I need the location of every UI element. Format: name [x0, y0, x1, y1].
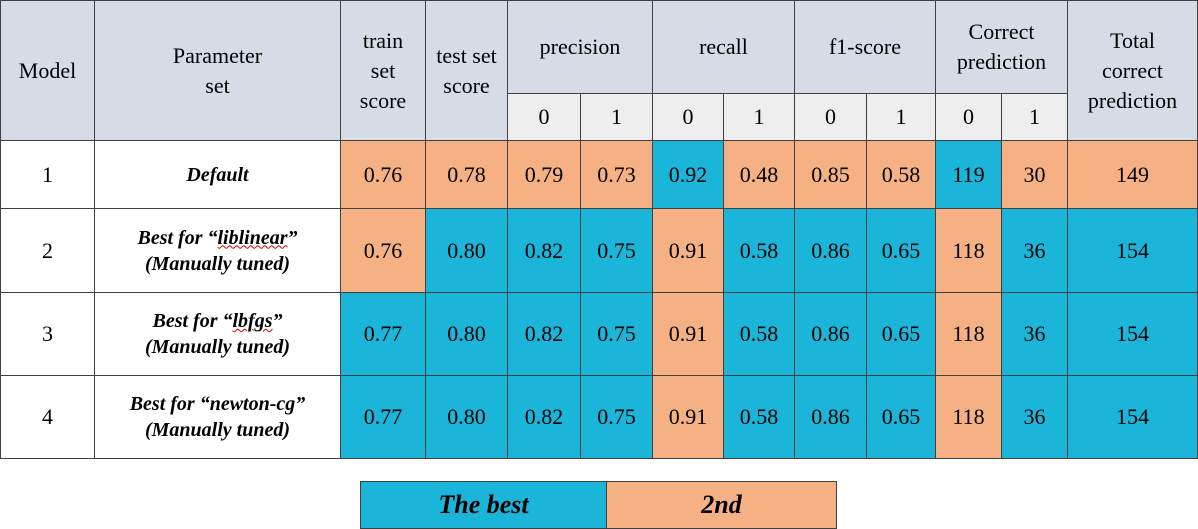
metric-cell: 0.77: [340, 375, 426, 459]
metric-cell: 118: [935, 375, 1002, 459]
parameter-set-line1: Best for “newton-cg”: [95, 391, 340, 417]
model-number: 4: [0, 375, 95, 459]
metric-cell: 149: [1067, 140, 1198, 209]
color-legend: The best 2nd: [360, 481, 837, 529]
header-parameter-set: Parameter set: [94, 0, 341, 141]
metric-cell: 0.77: [340, 292, 426, 376]
header-train-set-score: train set score: [340, 0, 426, 141]
parameter-set-line1: Best for “lbfgs”: [95, 308, 340, 334]
metric-cell: 0.65: [866, 208, 936, 293]
parameter-set-line2: (Manually tuned): [144, 336, 291, 358]
parameter-set-line2: (Manually tuned): [144, 252, 291, 275]
metric-cell: 0.86: [794, 208, 867, 293]
header-class-label: 0: [794, 93, 867, 141]
header-recall: recall: [652, 0, 795, 94]
legend-second: 2nd: [606, 481, 837, 529]
metric-cell: 0.75: [580, 375, 653, 459]
parameter-set-cell: Best for “newton-cg” (Manually tuned): [94, 375, 341, 459]
metric-cell: 0.85: [794, 140, 867, 209]
header-precision: precision: [507, 0, 653, 94]
metric-cell: 0.82: [507, 375, 581, 459]
parameter-set-prefix: Default: [186, 163, 249, 186]
parameter-set-prefix: Best for “: [137, 226, 218, 249]
metric-cell: 154: [1067, 375, 1198, 459]
metric-cell: 0.82: [507, 208, 581, 293]
metric-cell: 119: [935, 140, 1002, 209]
metric-cell: 154: [1067, 208, 1198, 293]
metric-cell: 0.76: [340, 208, 426, 293]
metric-cell: 0.91: [652, 292, 724, 376]
metric-cell: 0.65: [866, 375, 936, 459]
table-row: 2 Best for “liblinear” (Manually tuned) 0.7…: [0, 208, 1198, 293]
metric-cell: 154: [1067, 292, 1198, 376]
metric-cell: 0.75: [580, 292, 653, 376]
parameter-set-suffix: ”: [287, 226, 298, 249]
header-f1-score: f1-score: [794, 0, 936, 94]
header-class-label: 0: [935, 93, 1002, 141]
metric-cell: 118: [935, 208, 1002, 293]
metric-cell: 0.78: [425, 140, 508, 209]
metric-cell: 0.76: [340, 140, 426, 209]
header-class-label: 1: [723, 93, 795, 141]
metric-cell: 0.91: [652, 208, 724, 293]
model-number: 3: [0, 292, 95, 376]
parameter-set-cell: Best for “lbfgs” (Manually tuned): [94, 292, 341, 376]
parameter-set-line2: (Manually tuned): [144, 419, 291, 441]
metric-cell: 0.58: [866, 140, 936, 209]
parameter-set-line1: Best for “liblinear”: [95, 225, 340, 251]
metric-cell: 36: [1001, 292, 1068, 376]
metric-cell: 0.65: [866, 292, 936, 376]
parameter-set-prefix: Best for “newton-cg”: [129, 393, 306, 415]
model-number: 1: [0, 140, 95, 209]
metric-cell: 36: [1001, 208, 1068, 293]
metric-cell: 0.79: [507, 140, 581, 209]
header-class-label: 0: [507, 93, 581, 141]
header-model: Model: [0, 0, 95, 141]
header-class-label: 1: [866, 93, 936, 141]
metric-cell: 36: [1001, 375, 1068, 459]
metric-cell: 0.80: [425, 292, 508, 376]
solver-name: lbfgs: [232, 310, 273, 332]
metric-cell: 118: [935, 292, 1002, 376]
metric-cell: 0.92: [652, 140, 724, 209]
parameter-set-cell: Best for “liblinear” (Manually tuned): [94, 208, 341, 293]
legend-best: The best: [360, 481, 607, 529]
metric-cell: 30: [1001, 140, 1068, 209]
metric-cell: 0.58: [723, 375, 795, 459]
header-correct-prediction: Correct prediction: [935, 0, 1068, 94]
metric-cell: 0.80: [425, 208, 508, 293]
parameter-set-prefix: Best for “: [152, 310, 233, 332]
table-row: 4 Best for “newton-cg” (Manually tuned) 0.7…: [0, 375, 1198, 459]
header-class-label: 1: [1001, 93, 1068, 141]
metric-cell: 0.58: [723, 208, 795, 293]
table-row: 1 Default 0.76 0.78 0.79 0.73 0.92 0.48 0.85 0.58…: [0, 140, 1198, 209]
metric-cell: 0.75: [580, 208, 653, 293]
solver-name: liblinear: [217, 226, 288, 249]
metric-cell: 0.48: [723, 140, 795, 209]
metric-cell: 0.58: [723, 292, 795, 376]
results-table: Model Parameter set train set score test…: [0, 0, 1198, 459]
table-body: 1 Default 0.76 0.78 0.79 0.73 0.92 0.48 0.85 0.58…: [0, 140, 1198, 459]
header-test-set-score: test set score: [425, 0, 508, 141]
metric-cell: 0.91: [652, 375, 724, 459]
parameter-set-suffix: ”: [272, 310, 283, 332]
parameter-set-line1: Default: [95, 162, 340, 188]
table-row: 3 Best for “lbfgs” (Manually tuned) 0.77 0.8…: [0, 292, 1198, 376]
header-total-correct-prediction: Total correct prediction: [1067, 0, 1198, 141]
metric-cell: 0.86: [794, 375, 867, 459]
header-class-label: 0: [652, 93, 724, 141]
header-class-label: 1: [580, 93, 653, 141]
metric-cell: 0.86: [794, 292, 867, 376]
model-number: 2: [0, 208, 95, 293]
metric-cell: 0.82: [507, 292, 581, 376]
metric-cell: 0.73: [580, 140, 653, 209]
parameter-set-cell: Default: [94, 140, 341, 209]
metric-cell: 0.80: [425, 375, 508, 459]
